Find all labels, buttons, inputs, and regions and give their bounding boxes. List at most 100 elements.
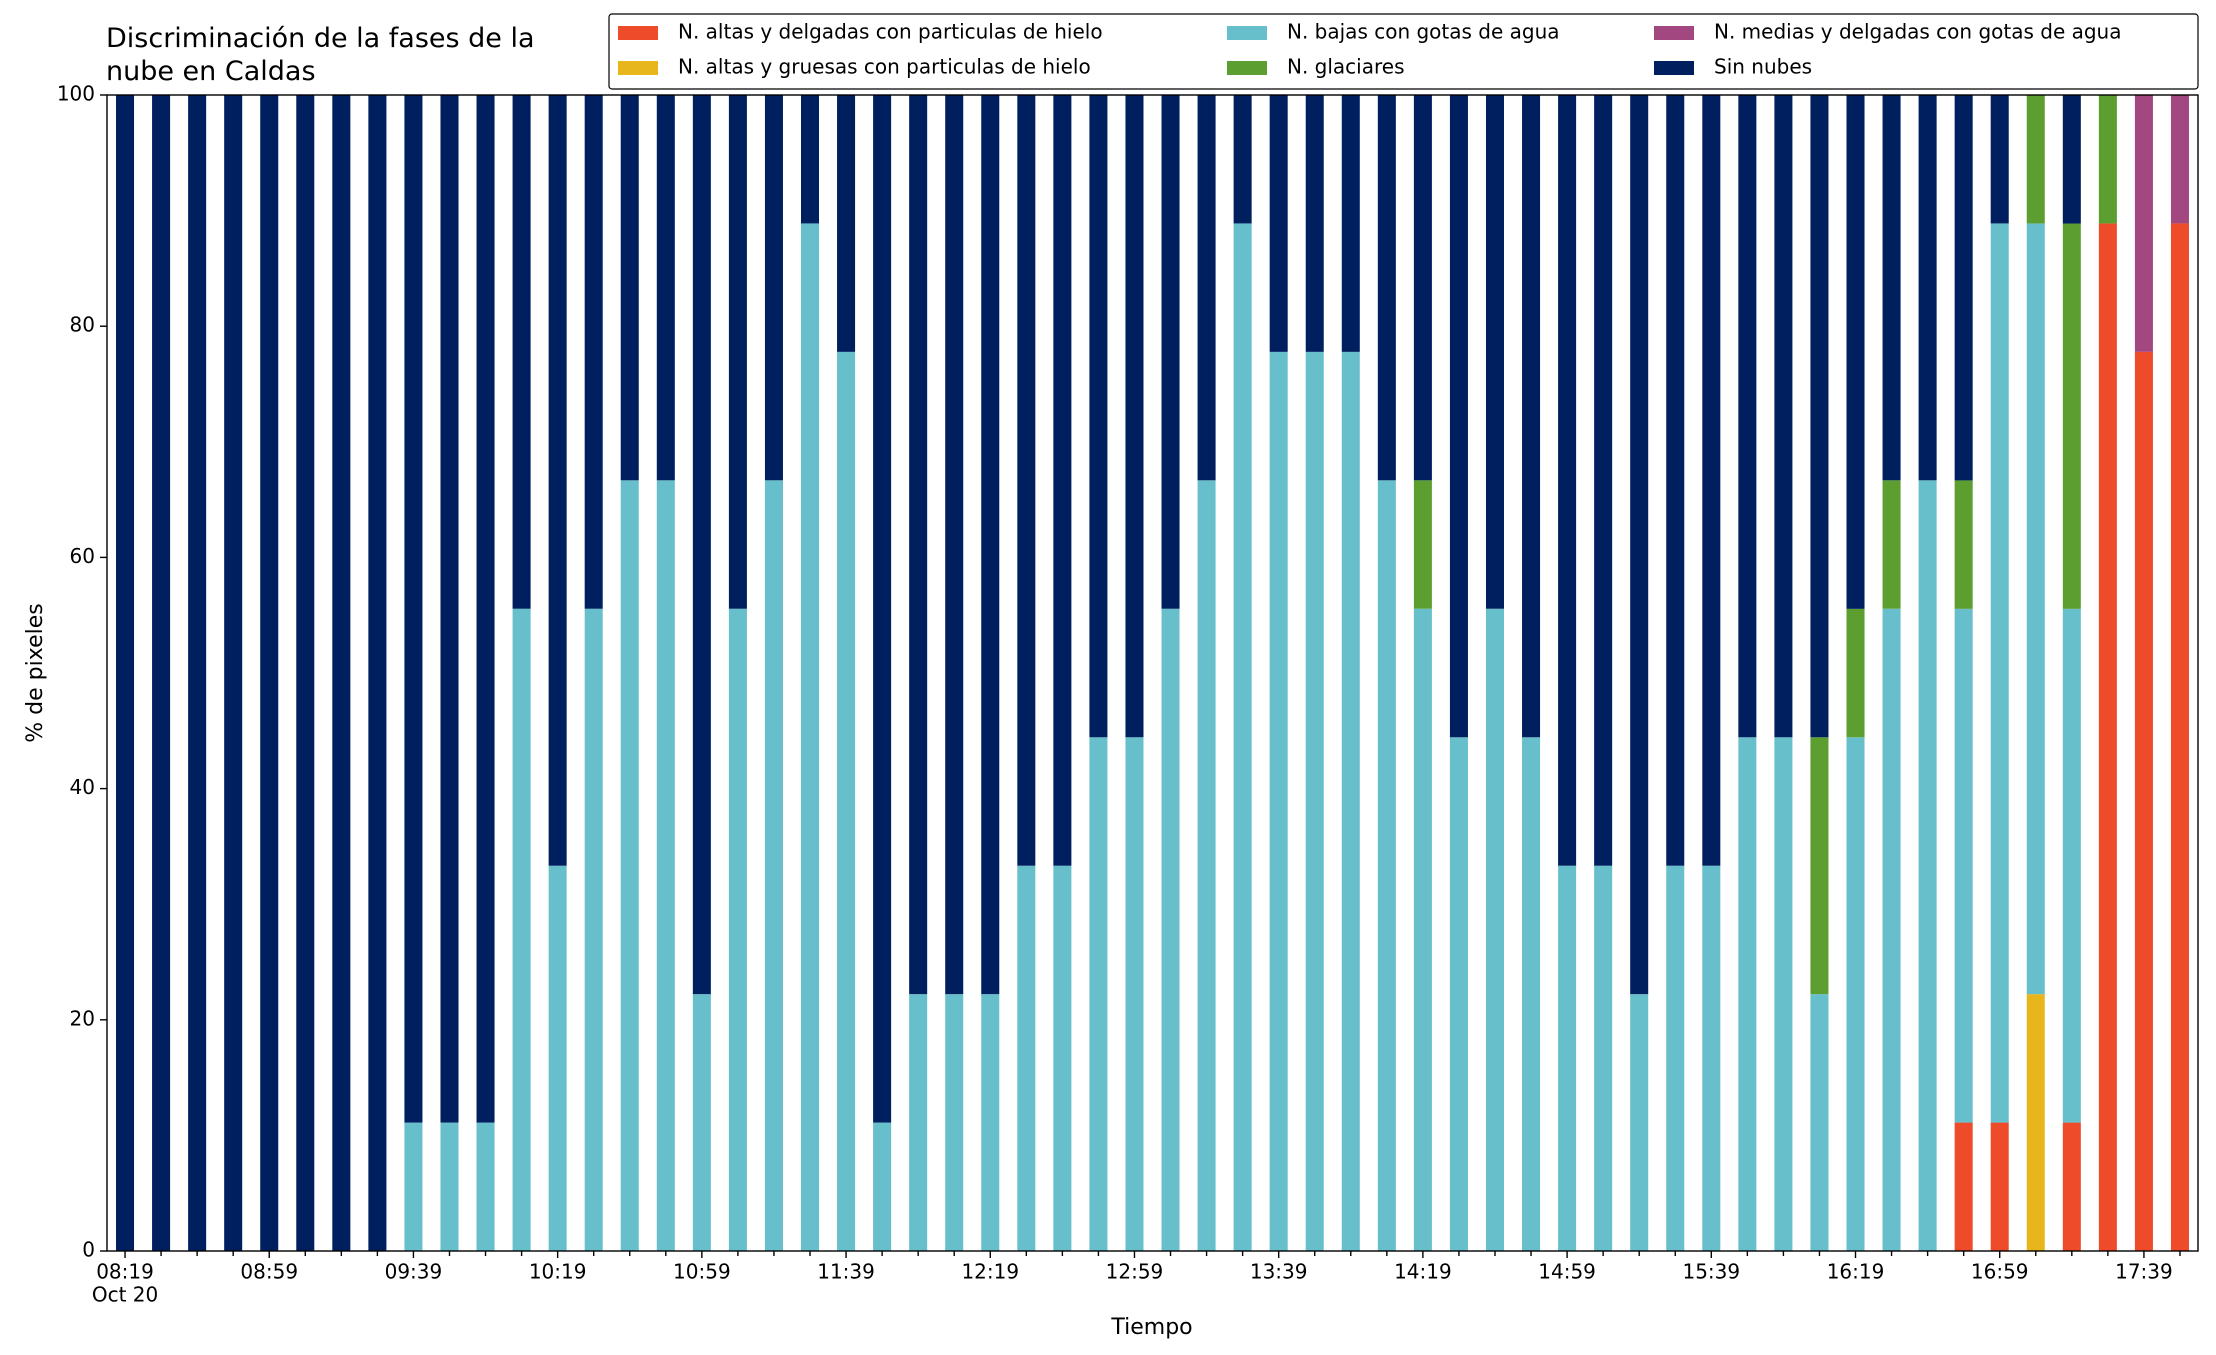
bar-segment bbox=[440, 95, 459, 1123]
bar-segment bbox=[2026, 223, 2045, 995]
legend-box bbox=[608, 13, 2199, 90]
bar-segment bbox=[152, 95, 171, 1251]
bar-segment bbox=[1810, 994, 1829, 1251]
bar-segment bbox=[981, 95, 1000, 995]
legend-swatch bbox=[1227, 61, 1267, 75]
bar-segment bbox=[2170, 95, 2189, 224]
x-tick-label: 14:19 bbox=[1394, 1260, 1452, 1284]
x-tick-label: 08:19 bbox=[96, 1260, 154, 1284]
bar-segment bbox=[548, 865, 567, 1251]
bar-segment bbox=[1702, 865, 1721, 1251]
chart-title: Discriminación de la fases de la nube en… bbox=[106, 23, 535, 87]
bar-segment bbox=[1053, 865, 1072, 1251]
bar-segment bbox=[2170, 223, 2189, 1251]
bar-segment bbox=[1017, 95, 1036, 866]
bar-segment bbox=[1413, 608, 1432, 1251]
bar-segment bbox=[1269, 351, 1288, 1252]
bar-segment bbox=[296, 95, 315, 1251]
x-tick-sublabel: Oct 20 bbox=[92, 1283, 158, 1307]
bar-segment bbox=[1089, 95, 1108, 738]
x-tick-label: 13:39 bbox=[1250, 1260, 1308, 1284]
bar-segment bbox=[224, 95, 243, 1251]
bar-segment bbox=[1305, 351, 1324, 1252]
bar-segment bbox=[1774, 737, 1793, 1251]
bar-segment bbox=[1594, 865, 1613, 1251]
bar-segment bbox=[1449, 95, 1468, 738]
bar-segment bbox=[1558, 95, 1577, 866]
bar-segment bbox=[1666, 95, 1685, 866]
x-tick-label: 17:39 bbox=[2115, 1260, 2173, 1284]
legend-swatch bbox=[618, 26, 658, 40]
x-tick-label: 12:59 bbox=[1106, 1260, 1164, 1284]
bar-segment bbox=[1738, 95, 1757, 738]
bar-segment bbox=[1702, 95, 1721, 866]
bar-segment bbox=[945, 95, 964, 995]
bar-segment bbox=[909, 95, 928, 995]
y-tick-label: 40 bbox=[70, 775, 95, 799]
bar-segment bbox=[1954, 608, 1973, 1123]
bar-segment bbox=[1738, 737, 1757, 1251]
bar-segment bbox=[1197, 95, 1216, 481]
bar-segment bbox=[1774, 95, 1793, 738]
bar-segment bbox=[1341, 95, 1360, 352]
bar-segment bbox=[620, 95, 639, 481]
bar-segment bbox=[1125, 737, 1144, 1251]
bar-segment bbox=[548, 95, 567, 866]
bar-segment bbox=[1594, 95, 1613, 866]
bar-segment bbox=[873, 95, 892, 1123]
bar-segment bbox=[476, 1122, 495, 1251]
legend-label: Sin nubes bbox=[1714, 55, 1812, 79]
bar-segment bbox=[1161, 608, 1180, 1251]
bar-segment bbox=[1089, 737, 1108, 1251]
y-tick-label: 100 bbox=[57, 82, 95, 106]
bar-segment bbox=[1485, 608, 1505, 1251]
x-tick-label: 09:39 bbox=[385, 1260, 443, 1284]
bar-segment bbox=[837, 95, 856, 352]
bar-segment bbox=[1810, 737, 1829, 995]
bar-segment bbox=[1413, 480, 1432, 609]
legend-swatch bbox=[1654, 61, 1694, 75]
bar-segment bbox=[1630, 95, 1649, 995]
bar-segment bbox=[1990, 95, 2009, 224]
x-tick-label: 08:59 bbox=[240, 1260, 298, 1284]
bar-segment bbox=[2062, 1122, 2081, 1251]
bar-segment bbox=[1630, 994, 1649, 1251]
x-tick-label: 16:59 bbox=[1971, 1260, 2029, 1284]
bar-segment bbox=[909, 994, 928, 1251]
y-tick-label: 80 bbox=[70, 313, 95, 337]
x-axis-label: Tiempo bbox=[1110, 1315, 1192, 1340]
bar-segment bbox=[332, 95, 351, 1251]
legend-label: N. altas y delgadas con particulas de hi… bbox=[678, 20, 1103, 44]
bar-segment bbox=[440, 1122, 459, 1251]
x-tick-label: 16:19 bbox=[1827, 1260, 1885, 1284]
bar-segment bbox=[260, 95, 279, 1251]
x-tick-label: 14:59 bbox=[1538, 1260, 1596, 1284]
x-tick-label: 15:39 bbox=[1682, 1260, 1740, 1284]
bar-segment bbox=[945, 994, 964, 1251]
legend-label: N. medias y delgadas con gotas de agua bbox=[1714, 20, 2122, 44]
bar-segment bbox=[584, 608, 603, 1251]
bar-segment bbox=[1954, 1122, 1973, 1251]
bar-segment bbox=[1954, 95, 1973, 481]
y-axis-label: % de pixeles bbox=[23, 603, 48, 742]
bar-segment bbox=[800, 223, 820, 1251]
bar-segment bbox=[837, 351, 856, 1252]
bar-segment bbox=[728, 95, 747, 609]
bar-segment bbox=[404, 95, 423, 1123]
y-tick-label: 0 bbox=[82, 1238, 95, 1262]
bar-segment bbox=[368, 95, 387, 1251]
bar-segment bbox=[1522, 737, 1541, 1251]
bar-segment bbox=[1233, 95, 1252, 224]
bar-segment bbox=[1810, 95, 1829, 738]
bar-segment bbox=[2062, 223, 2081, 609]
bar-segment bbox=[728, 608, 747, 1251]
bar-segment bbox=[1269, 95, 1288, 352]
legend-swatch bbox=[1654, 26, 1694, 40]
bar-segment bbox=[404, 1122, 423, 1251]
bar-segment bbox=[1846, 737, 1865, 1251]
bar-segment bbox=[1305, 95, 1324, 352]
bar-segment bbox=[1449, 737, 1468, 1251]
bar-segment bbox=[1125, 95, 1144, 738]
